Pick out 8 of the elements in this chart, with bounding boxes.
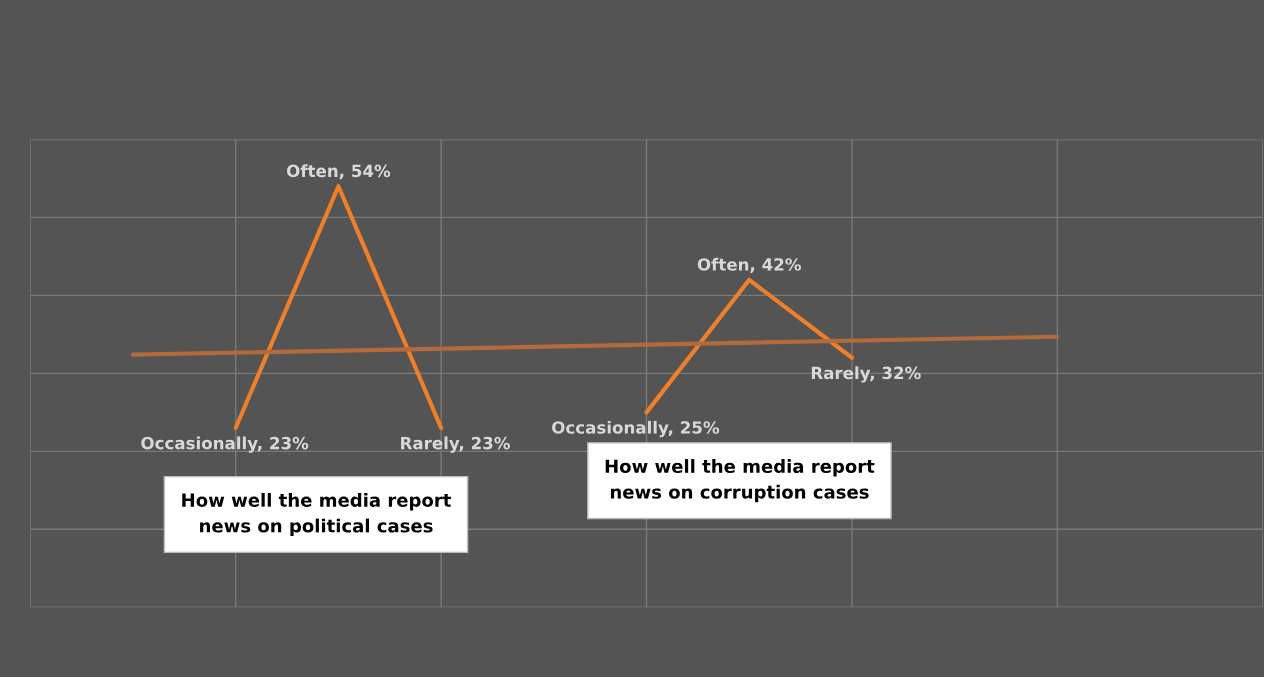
data-label: Often, 54% — [286, 164, 391, 180]
data-label: Occasionally, 23% — [141, 436, 309, 453]
annotation: How well the media report news on political cases — [182, 492, 451, 537]
annotation: How well the media report news on corruption cases — [605, 459, 875, 503]
data-label: Rarely, 32% — [811, 366, 921, 383]
data-label: Rarely, 23% — [401, 436, 510, 453]
data-label: Occasionally, 25% — [552, 420, 720, 438]
data-label: Often, 42% — [697, 257, 801, 273]
